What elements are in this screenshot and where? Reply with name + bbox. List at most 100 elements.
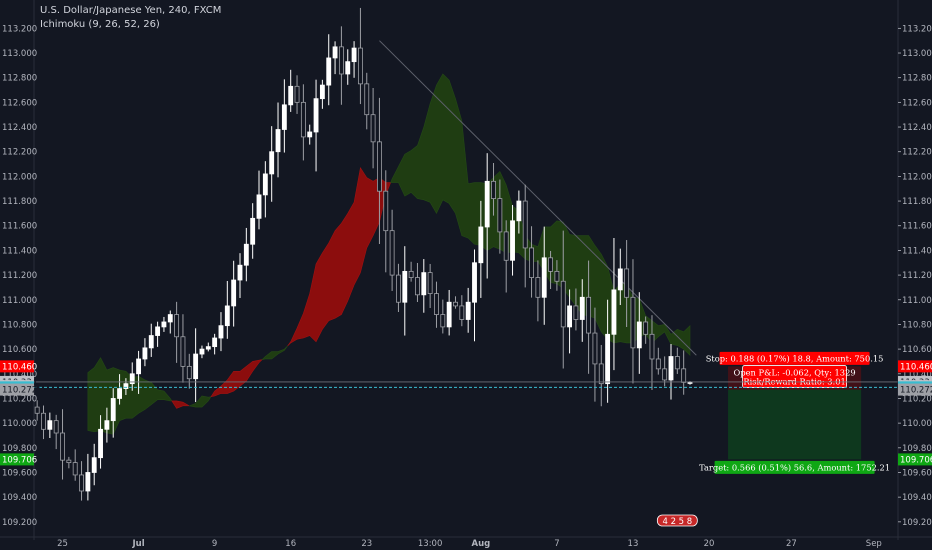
price-tick-label-left: 111.800	[2, 197, 37, 207]
candle-body	[224, 305, 230, 327]
candle-body	[617, 268, 623, 291]
price-label-left: 110.460	[0, 360, 37, 373]
candle	[510, 204, 515, 276]
time-tick-label: 25	[57, 539, 68, 549]
candle	[535, 260, 541, 322]
candle	[313, 79, 319, 172]
candle	[79, 461, 84, 501]
candle	[377, 97, 382, 245]
candle-body	[497, 198, 503, 233]
candle-body	[332, 46, 338, 59]
candle	[231, 260, 237, 327]
candle	[41, 405, 46, 440]
price-tick-label-left: 112.600	[2, 98, 37, 108]
price-tick-label: 112.400	[902, 123, 932, 133]
trendline[interactable]	[379, 40, 697, 356]
price-tick-label-left: 111.000	[2, 296, 37, 306]
price-label-bg	[898, 360, 932, 373]
open-pl-text: Open P&L: -0.062, Qty: 1329	[734, 368, 856, 378]
candle-body	[567, 305, 573, 328]
candle	[91, 443, 97, 486]
candle-body	[592, 332, 598, 365]
candle	[243, 227, 249, 282]
candle-body	[136, 358, 142, 375]
candle-body	[491, 180, 496, 199]
candle-body	[370, 114, 376, 143]
candle-body	[503, 231, 509, 261]
time-tick-label: Aug	[471, 539, 490, 549]
candle	[674, 347, 680, 374]
time-tick-label: 23	[361, 539, 372, 549]
price-tick-label: 109.200	[902, 518, 932, 528]
candle	[592, 307, 598, 402]
price-label-text: 109.706	[2, 455, 37, 465]
candle	[174, 301, 180, 363]
short-position-tool[interactable]: Stop: 0.188 (0.17%) 18.8, Amount: 750.15…	[699, 351, 890, 474]
candle	[351, 41, 357, 78]
price-labels: 110.460110.460110.334110.33403:42:4403:4…	[0, 360, 932, 466]
price-label-bg	[898, 453, 932, 466]
candle	[415, 262, 420, 302]
price-tick-label-left: 110.400	[2, 370, 37, 380]
bottom-badge: 4 2 5 8	[656, 514, 698, 527]
candle	[472, 249, 477, 342]
candle	[288, 69, 294, 112]
time-tick-label: 20	[704, 539, 715, 549]
candle	[421, 259, 427, 313]
candle-body	[110, 398, 116, 422]
candle-body	[510, 220, 515, 261]
candle	[611, 238, 617, 371]
candle-body	[402, 270, 408, 303]
time-axis[interactable]: 25 Jul 9 16 23 13:00 Aug 7 13 20 27 Sep 4 2 5 8	[0, 514, 932, 549]
candle-body	[396, 274, 401, 303]
candle	[256, 170, 262, 230]
candle-body	[199, 348, 205, 355]
indicator-title[interactable]: Ichimoku (9, 26, 52, 26)	[40, 19, 160, 30]
price-label-right: 110.272	[898, 383, 932, 396]
price-tick-label: 109.600	[902, 468, 932, 478]
candle-body	[180, 336, 186, 367]
candle-body	[91, 457, 97, 473]
candle	[497, 179, 503, 254]
candle-body	[34, 406, 40, 414]
candle-body	[72, 462, 78, 476]
candle-body	[256, 194, 262, 219]
price-tick-label: 111.200	[902, 271, 932, 281]
candle	[34, 400, 40, 421]
price-tick-label: 112.000	[902, 172, 932, 182]
candle-body	[129, 373, 135, 385]
candle-body	[535, 277, 541, 298]
price-tick-label: 110.600	[902, 345, 932, 355]
price-tick-label: 112.200	[902, 148, 932, 158]
candle	[636, 292, 642, 374]
candle	[357, 7, 363, 105]
candle-body	[218, 325, 224, 339]
candle-body	[281, 104, 287, 130]
candle-body	[541, 257, 547, 298]
price-tick-label-left: 110.200	[2, 394, 37, 404]
candle	[53, 414, 59, 450]
price-label-bg	[0, 453, 34, 466]
candle	[161, 316, 167, 332]
candle	[662, 356, 668, 387]
chart-legend: U.S. Dollar/Japanese Yen, 240, FXCM Ichi…	[40, 4, 221, 32]
candle-body	[104, 420, 110, 430]
candle-body	[548, 257, 553, 272]
price-tick-label-left: 109.400	[2, 493, 37, 503]
candle-body	[377, 141, 382, 192]
candle	[186, 353, 192, 389]
candle-body	[516, 200, 522, 222]
price-tick-label-left: 111.200	[2, 271, 37, 281]
price-label-text: 110.460	[900, 362, 932, 372]
candle-body	[389, 230, 395, 276]
candle-body	[313, 98, 319, 133]
candle	[237, 253, 243, 298]
candle	[98, 415, 103, 469]
candle	[269, 126, 275, 202]
price-label-text: 110.272	[900, 386, 932, 396]
price-tick-label: 110.800	[902, 320, 932, 330]
symbol-title[interactable]: U.S. Dollar/Japanese Yen, 240, FXCM	[40, 5, 222, 16]
price-axis[interactable]: 113.200 113.200 113.000 113.000 112.800 112.8…	[2, 0, 932, 540]
